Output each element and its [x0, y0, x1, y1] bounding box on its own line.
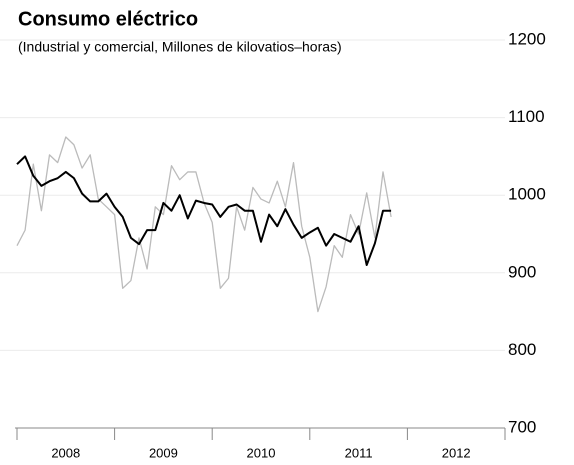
y-tick-label: 1100: [508, 107, 545, 126]
y-tick-label: 800: [508, 340, 536, 359]
x-tick-label: 2011: [345, 445, 373, 460]
chart-subtitle: (Industrial y comercial, Millones de kil…: [18, 39, 342, 55]
y-tick-label: 700: [508, 417, 536, 436]
y-tick-label: 1200: [508, 29, 546, 48]
y-tick-label: 900: [508, 262, 536, 281]
data-line: [16, 136, 392, 313]
chart-title: Consumo eléctrico: [18, 8, 198, 30]
x-tick-label: 2010: [247, 445, 276, 460]
x-tick-label: 2008: [51, 445, 80, 460]
data-line: [16, 155, 392, 267]
x-tick-label: 2009: [149, 445, 178, 460]
x-tick-label: 2012: [442, 445, 471, 460]
y-tick-label: 1000: [508, 185, 546, 204]
